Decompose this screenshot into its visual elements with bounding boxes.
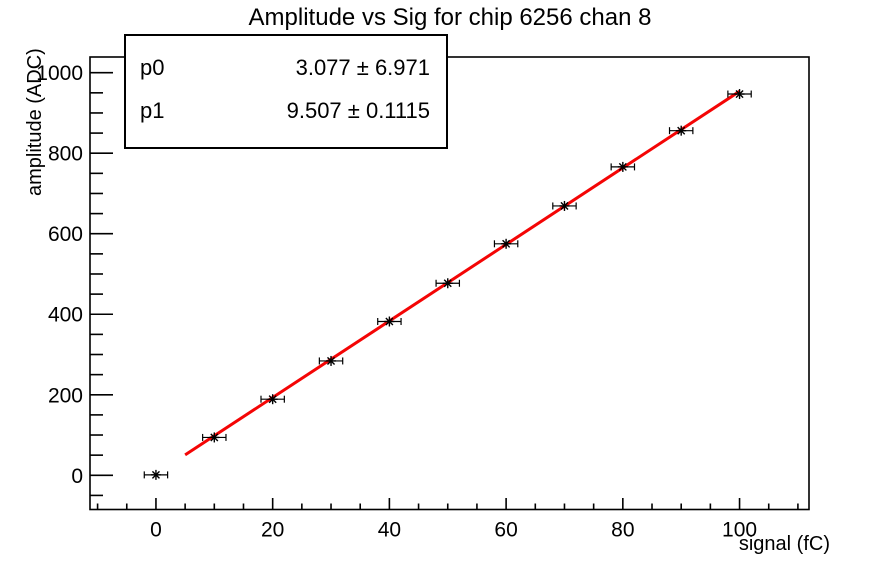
data-point [727,89,752,100]
data-point [260,394,285,405]
data-point [493,238,519,249]
stat-row-p0: p0 3.077 ± 6.971 [140,55,430,81]
marker-asterisk [210,433,219,442]
stat-param-value: 3.077 ± 6.971 [295,55,430,80]
marker-asterisk [735,90,744,99]
marker-asterisk [560,201,569,210]
data-point [552,200,577,211]
x-tick-label: 40 [378,519,401,542]
marker-asterisk [502,239,511,248]
x-axis-title: signal (fC) [739,533,830,555]
y-tick-label: 600 [48,223,83,246]
data-point [610,161,636,172]
y-tick-label: 0 [71,465,83,488]
stat-param-name: p0 [140,55,165,80]
x-tick-label: 100 [722,519,757,542]
marker-asterisk [268,395,277,404]
fit-stats-box: p0 3.077 ± 6.971 p1 9.507 ± 0.1115 [124,34,448,149]
y-tick-label: 1000 [36,62,83,85]
stat-param-value: 9.507 ± 0.1115 [286,98,430,123]
fit-line-segment [184,90,741,457]
data-point [377,316,402,327]
fit-line [184,90,741,457]
data-series [143,89,752,480]
marker-asterisk [385,317,394,326]
marker-asterisk [443,279,452,288]
frame-border [89,56,810,511]
marker-asterisk [326,356,336,365]
y-tick-label: 800 [48,143,83,166]
data-point [202,432,227,443]
stat-param-name: p1 [140,98,165,123]
marker-asterisk [618,162,627,171]
data-point [143,469,169,480]
x-tick-label: 60 [494,519,517,542]
y-tick-label: 200 [48,384,83,407]
chart-title: Amplitude vs Sig for chip 6256 chan 8 [248,4,652,31]
y-tick-label: 400 [48,304,83,327]
plot-frame [89,56,810,511]
y-axis: 0 200 400 600 800 1000 [36,62,113,497]
y-axis-title: amplitude (ADC) [24,48,46,196]
marker-asterisk [677,126,686,135]
marker-asterisk [151,470,160,479]
data-point [318,355,344,366]
x-axis: 0 20 40 60 80 100 [96,498,799,542]
x-tick-label: 0 [150,519,162,542]
stat-row-p1: p1 9.507 ± 0.1115 [140,98,430,124]
data-point [668,125,694,136]
data-point [435,278,461,289]
x-tick-label: 20 [261,519,284,542]
x-tick-label: 80 [611,519,634,542]
